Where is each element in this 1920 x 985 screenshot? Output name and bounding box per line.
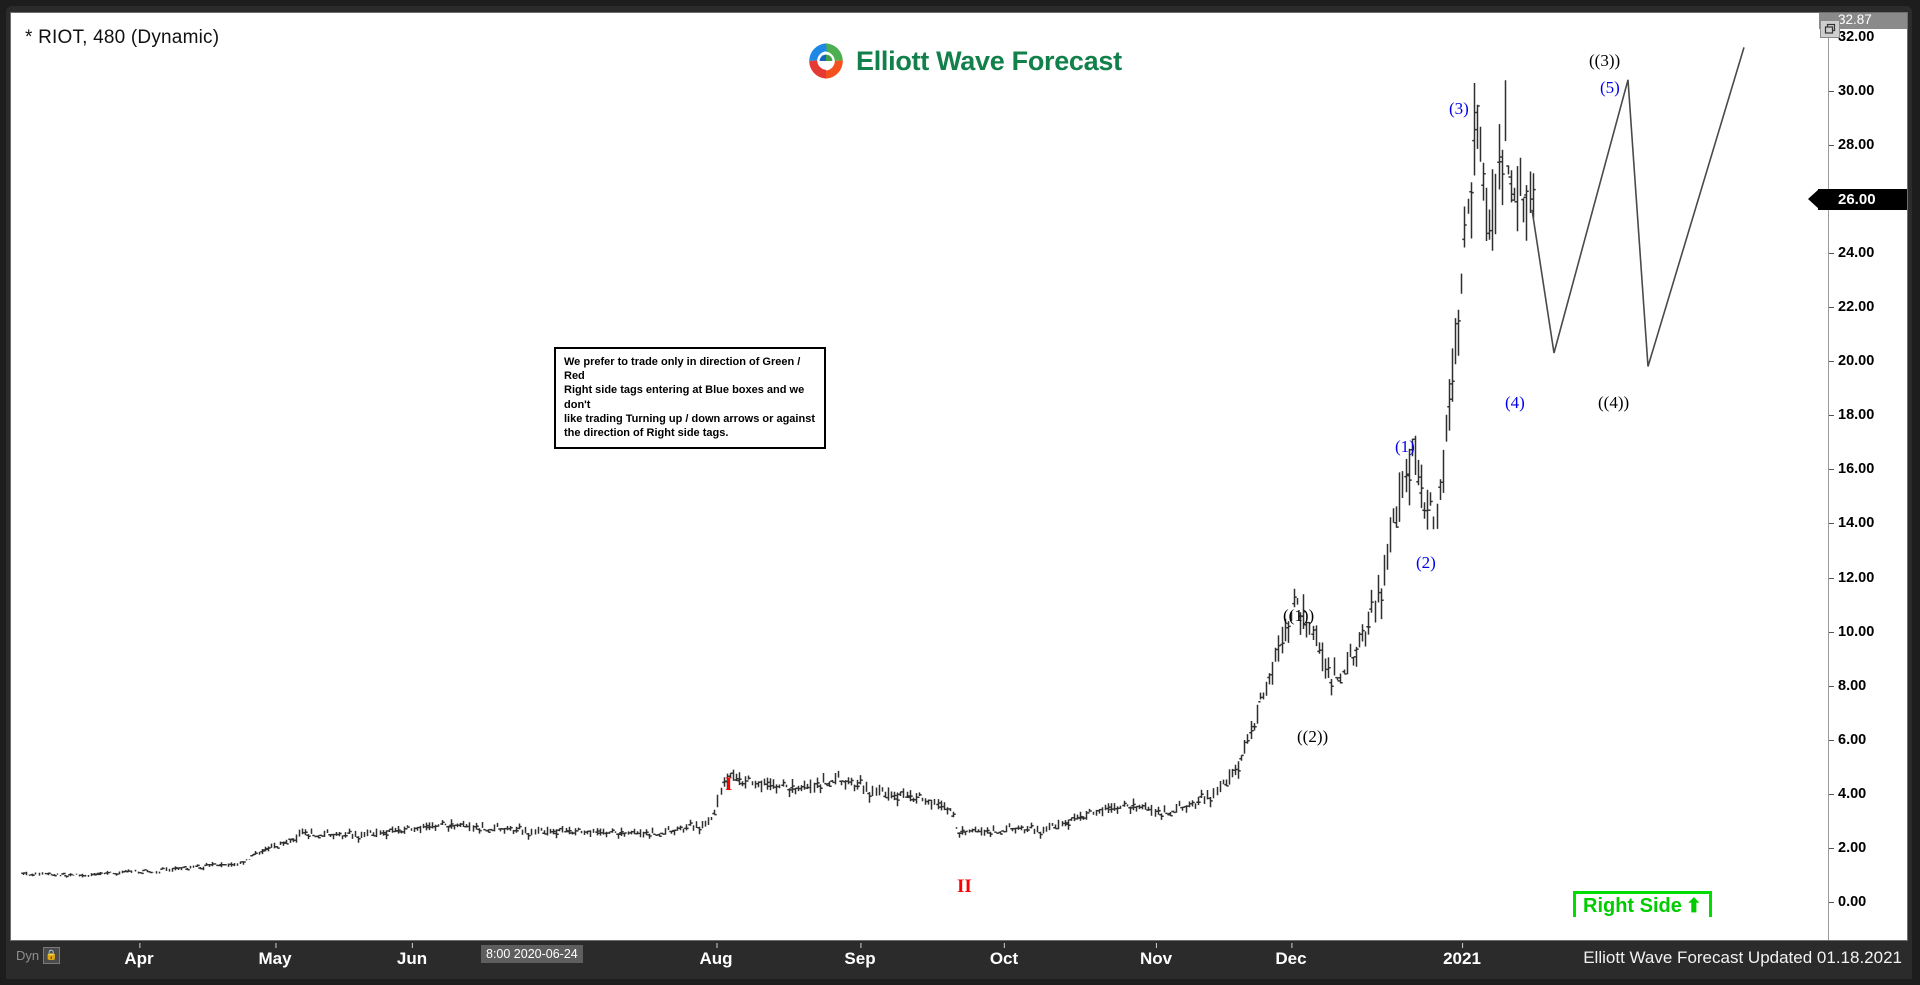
time-tick-dec: Dec (1275, 943, 1307, 968)
plot-area[interactable]: * RIOT, 480 (Dynamic) Elliott Wave Forec… (11, 13, 1828, 917)
price-tick-2-00: 2.00 (1829, 840, 1907, 856)
price-axis[interactable]: 32.00 30.00 28.00 26.00 24.00 22.00 20.00 18.00… (1808, 13, 1907, 940)
price-tick-0-00: 0.00 (1829, 894, 1907, 910)
wave-projection-path (1531, 47, 1745, 367)
wave-label-3-black: ((3)) (1589, 51, 1621, 70)
wave-label-2-blue: (2) (1416, 553, 1436, 572)
time-axis-tooltip: 8:00 2020-06-24 (481, 945, 583, 963)
chart-panel: * RIOT, 480 (Dynamic) Elliott Wave Forec… (10, 12, 1908, 941)
price-tick-10-00: 10.00 (1829, 624, 1907, 640)
wave-label-II-red: II (957, 876, 972, 897)
time-tick-apr: Apr (124, 943, 154, 968)
dyn-label: Dyn (16, 948, 40, 963)
arrow-up-icon: ⬆ (1685, 896, 1702, 917)
brand-name: Elliott Wave Forecast (856, 45, 1122, 76)
wave-label-5-blue: (5) (1600, 78, 1620, 97)
wave-label-2-black: ((2)) (1297, 727, 1329, 746)
footer-update-text: Elliott Wave Forecast Updated 01.18.2021 (1583, 948, 1902, 967)
price-tick-4-00: 4.00 (1829, 786, 1907, 802)
ewf-swirl-icon (809, 43, 843, 79)
time-tick-aug: Aug (699, 943, 733, 968)
trading-note-box: We prefer to trade only in direction of … (554, 347, 826, 450)
wave-label-4-black: ((4)) (1598, 393, 1630, 412)
price-tick-8-00: 8.00 (1829, 678, 1907, 694)
time-axis[interactable]: Dyn 🔒 Elliott Wave Forecast Updated 01.1… (10, 943, 1908, 975)
price-tick-30-00: 30.00 (1829, 83, 1907, 99)
note-line-2: Right side tags entering at Blue boxes a… (564, 384, 805, 411)
price-tick-16-00: 16.00 (1829, 461, 1907, 477)
right-side-tag[interactable]: Right Side ⬆ (1573, 891, 1712, 917)
price-tick-28-00: 28.00 (1829, 137, 1907, 153)
price-tick-14-00: 14.00 (1829, 515, 1907, 531)
time-tick-2021: 2021 (1443, 943, 1481, 968)
note-line-4: the direction of Right side tags. (564, 427, 729, 440)
time-tick-oct: Oct (989, 943, 1019, 968)
restore-window-icon[interactable] (1820, 20, 1840, 38)
time-tick-nov: Nov (1139, 943, 1173, 968)
current-price-tag: 26.00 (1808, 188, 1907, 210)
price-tick-24-00: 24.00 (1829, 245, 1907, 261)
lock-icon[interactable]: 🔒 (43, 947, 61, 964)
price-tick-32-00: 32.00 (1829, 29, 1907, 45)
chart-title: * RIOT, 480 (Dynamic) (25, 27, 220, 48)
right-side-label: Right Side (1583, 895, 1682, 917)
dyn-indicator[interactable]: Dyn 🔒 (16, 947, 61, 964)
wave-label-1-black: ((1)) (1283, 606, 1315, 625)
time-tick-sep: Sep (844, 943, 876, 968)
price-tick-12-00: 12.00 (1829, 570, 1907, 586)
price-tick-20-00: 20.00 (1829, 353, 1907, 369)
brand-logo: Elliott Wave Forecast (806, 41, 1122, 81)
note-line-1: We prefer to trade only in direction of … (564, 356, 801, 383)
price-tick-22-00: 22.00 (1829, 299, 1907, 315)
ohlc-bars (21, 80, 1536, 878)
chart-window-frame: * RIOT, 480 (Dynamic) Elliott Wave Forec… (6, 6, 1912, 979)
time-tick-may: May (258, 943, 292, 968)
wave-label-3-blue: (3) (1449, 99, 1469, 118)
wave-label-1-blue: (1) (1395, 437, 1415, 456)
wave-label-I-red: I (725, 774, 733, 795)
note-line-3: like trading Turning up / down arrows or… (564, 412, 815, 425)
restore-glyph-icon (1824, 23, 1836, 34)
price-tick-18-00: 18.00 (1829, 407, 1907, 423)
time-tick-jun: Jun (396, 943, 428, 968)
price-series-canvas (21, 47, 1745, 878)
wave-label-4-blue: (4) (1505, 393, 1525, 412)
price-tick-6-00: 6.00 (1829, 732, 1907, 748)
